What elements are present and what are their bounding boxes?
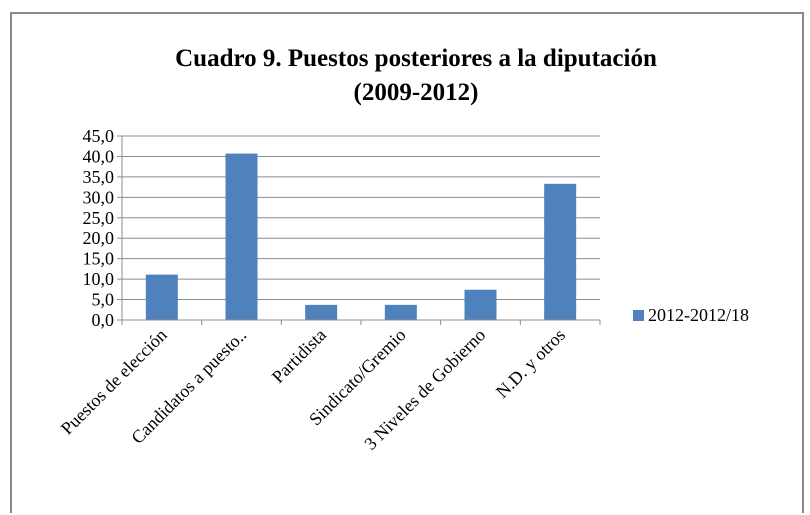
y-tick-label: 20,0: [83, 228, 115, 248]
y-tick-label: 5,0: [92, 290, 115, 310]
grid-lines: [117, 135, 600, 321]
bars: [145, 153, 577, 320]
y-tick-label: 45,0: [83, 126, 115, 146]
legend-label: 2012-2012/18: [648, 305, 749, 325]
bar: [305, 304, 338, 320]
y-tick-label: 10,0: [83, 269, 115, 289]
x-tick-label: N.D. y otros: [492, 325, 569, 402]
y-tick-label: 35,0: [83, 167, 115, 187]
x-tick-label: Partidista: [268, 325, 330, 387]
bar: [384, 304, 417, 320]
legend-swatch: [633, 310, 644, 321]
chart-svg: Cuadro 9. Puestos posteriores a la diput…: [57, 45, 749, 454]
y-axis-ticks: 0,05,010,015,020,025,030,035,040,045,0: [83, 126, 115, 330]
bar: [464, 289, 497, 320]
y-tick-label: 30,0: [83, 187, 115, 207]
y-tick-label: 15,0: [83, 249, 115, 269]
bar: [544, 183, 577, 320]
y-tick-label: 0,0: [92, 310, 115, 330]
y-tick-label: 25,0: [83, 208, 115, 228]
legend: 2012-2012/18: [633, 305, 749, 325]
chart-frame: Cuadro 9. Puestos posteriores a la diput…: [10, 12, 804, 513]
chart-title: Cuadro 9. Puestos posteriores a la diput…: [175, 45, 657, 72]
axes: [121, 136, 601, 325]
y-tick-label: 40,0: [83, 146, 115, 166]
bar: [225, 153, 258, 320]
bar: [145, 274, 178, 320]
chart-subtitle: (2009-2012): [354, 79, 479, 106]
